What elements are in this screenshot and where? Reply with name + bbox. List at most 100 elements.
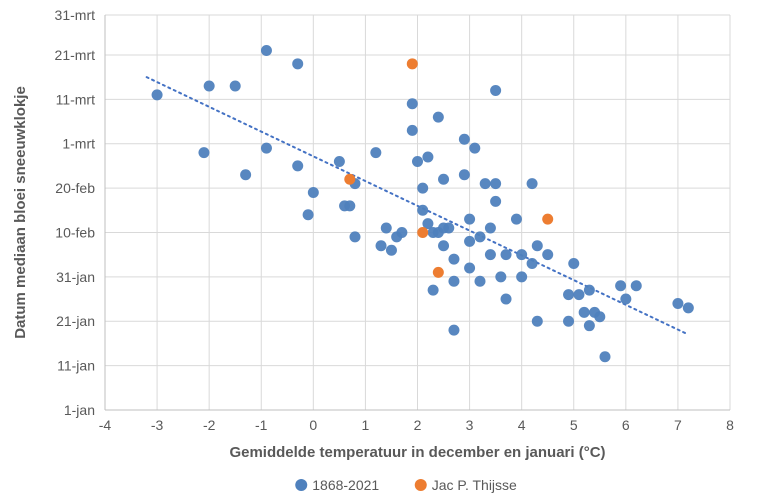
data-point [422, 152, 433, 163]
data-point [532, 316, 543, 327]
data-point [563, 316, 574, 327]
data-point [448, 276, 459, 287]
data-point [464, 214, 475, 225]
data-point [350, 231, 361, 242]
data-point [448, 254, 459, 265]
data-point [485, 223, 496, 234]
data-point [152, 89, 163, 100]
y-tick-label: 1-mrt [62, 136, 95, 152]
data-point [459, 169, 470, 180]
data-point [412, 156, 423, 167]
data-point [490, 178, 501, 189]
data-point [532, 240, 543, 251]
data-point [459, 134, 470, 145]
legend-marker [415, 479, 427, 491]
x-tick-label: 7 [674, 417, 682, 433]
x-tick-label: 8 [726, 417, 734, 433]
chart-svg: -4-3-2-10123456781-jan11-jan21-jan31-jan… [0, 0, 770, 503]
data-point [490, 85, 501, 96]
data-point [407, 98, 418, 109]
x-axis-title: Gemiddelde temperatuur in december en ja… [229, 444, 605, 461]
data-point [501, 249, 512, 260]
data-point [376, 240, 387, 251]
data-point [261, 143, 272, 154]
data-point [261, 45, 272, 56]
x-tick-label: 3 [466, 417, 474, 433]
y-tick-label: 20-feb [55, 180, 95, 196]
y-tick-label: 11-jan [57, 358, 95, 374]
data-point [396, 227, 407, 238]
data-point [438, 174, 449, 185]
chart-bg [0, 0, 770, 503]
data-point [615, 280, 626, 291]
data-point [475, 231, 486, 242]
data-point [672, 298, 683, 309]
y-tick-label: 21-jan [56, 313, 95, 329]
data-point [542, 214, 553, 225]
data-point [490, 196, 501, 207]
x-tick-label: -4 [99, 417, 112, 433]
data-point [292, 58, 303, 69]
x-tick-label: 0 [309, 417, 317, 433]
data-point [334, 156, 345, 167]
x-tick-label: -3 [151, 417, 164, 433]
data-point [438, 240, 449, 251]
data-point [516, 249, 527, 260]
data-point [527, 178, 538, 189]
x-tick-label: -1 [255, 417, 268, 433]
data-point [240, 169, 251, 180]
data-point [573, 289, 584, 300]
data-point [527, 258, 538, 269]
data-point [407, 125, 418, 136]
x-tick-label: -2 [203, 417, 216, 433]
y-tick-label: 21-mrt [55, 47, 96, 63]
x-tick-label: 6 [622, 417, 630, 433]
data-point [584, 320, 595, 331]
y-tick-label: 31-mrt [55, 7, 96, 23]
data-point [475, 276, 486, 287]
data-point [433, 112, 444, 123]
y-axis-title: Datum mediaan bloei sneeuwklokje [12, 86, 29, 339]
y-tick-label: 10-feb [55, 224, 95, 240]
data-point [344, 200, 355, 211]
data-point [303, 209, 314, 220]
data-point [308, 187, 319, 198]
legend-label: 1868-2021 [312, 477, 379, 493]
data-point [464, 236, 475, 247]
data-point [495, 271, 506, 282]
data-point [542, 249, 553, 260]
data-point [563, 289, 574, 300]
data-point [370, 147, 381, 158]
data-point [198, 147, 209, 158]
data-point [448, 325, 459, 336]
data-point [511, 214, 522, 225]
data-point [516, 271, 527, 282]
data-point [485, 249, 496, 260]
data-point [428, 285, 439, 296]
data-point [386, 245, 397, 256]
x-tick-label: 4 [518, 417, 526, 433]
data-point [600, 351, 611, 362]
scatter-chart: -4-3-2-10123456781-jan11-jan21-jan31-jan… [0, 0, 770, 503]
data-point [230, 81, 241, 92]
data-point [620, 294, 631, 305]
data-point [417, 183, 428, 194]
data-point [381, 223, 392, 234]
data-point [204, 81, 215, 92]
y-tick-label: 1-jan [64, 402, 95, 418]
legend-label: Jac P. Thijsse [432, 477, 517, 493]
data-point [631, 280, 642, 291]
data-point [464, 262, 475, 273]
data-point [568, 258, 579, 269]
legend-marker [295, 479, 307, 491]
data-point [683, 302, 694, 313]
y-tick-label: 31-jan [56, 269, 95, 285]
data-point [433, 267, 444, 278]
data-point [344, 174, 355, 185]
data-point [594, 311, 605, 322]
data-point [292, 160, 303, 171]
data-point [480, 178, 491, 189]
x-tick-label: 5 [570, 417, 578, 433]
data-point [417, 227, 428, 238]
data-point [417, 205, 428, 216]
